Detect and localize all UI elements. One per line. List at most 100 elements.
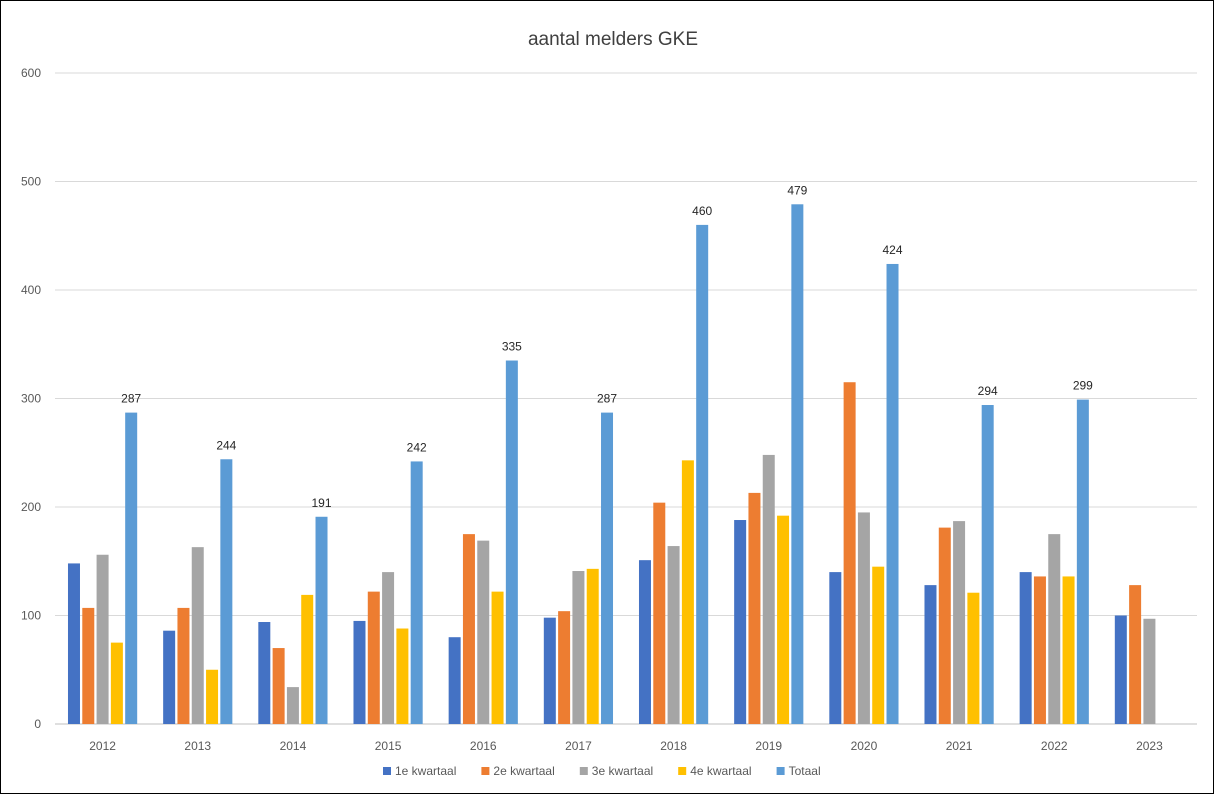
bar xyxy=(1143,618,1156,724)
data-label: 287 xyxy=(597,392,617,406)
bar xyxy=(543,617,556,724)
x-tick-label: 2015 xyxy=(375,739,402,753)
legend: 1e kwartaal 2e kwartaal 3e kwartaal 4e kwar… xyxy=(383,764,821,778)
bar xyxy=(1129,585,1142,724)
bar xyxy=(67,563,80,724)
legend-item: 1e kwartaal xyxy=(383,764,456,778)
data-label: 424 xyxy=(883,243,903,257)
bar xyxy=(1114,615,1127,724)
x-tick-label: 2014 xyxy=(280,739,307,753)
bar xyxy=(1048,534,1061,724)
bar xyxy=(872,566,885,724)
y-tick-label: 200 xyxy=(21,500,41,514)
bar xyxy=(125,412,138,724)
bar xyxy=(638,560,651,724)
bar xyxy=(981,405,994,724)
chart-title: aantal melders GKE xyxy=(528,29,698,50)
bar xyxy=(667,546,680,724)
bar xyxy=(286,687,299,724)
bar xyxy=(1076,399,1089,724)
bar xyxy=(191,547,204,724)
data-label: 294 xyxy=(978,384,998,398)
data-label: 287 xyxy=(121,392,141,406)
data-labels: 287 244 191 242 335 287 460 479 424 294 299 xyxy=(121,183,1093,509)
bar xyxy=(924,585,937,724)
data-label: 191 xyxy=(312,496,332,510)
x-tick-label: 2023 xyxy=(1136,739,1163,753)
bar xyxy=(462,534,475,724)
legend-swatch xyxy=(776,767,785,775)
bar xyxy=(953,521,966,724)
y-tick-label: 500 xyxy=(21,175,41,189)
legend-item: 2e kwartaal xyxy=(481,764,555,778)
bar xyxy=(382,572,395,724)
bar xyxy=(110,642,123,724)
bar xyxy=(396,628,409,724)
bar xyxy=(491,591,504,724)
data-label: 244 xyxy=(216,438,236,452)
data-label: 460 xyxy=(692,204,712,218)
bar xyxy=(696,224,709,724)
bar xyxy=(762,454,775,724)
bar xyxy=(206,669,219,724)
x-tick-label: 2013 xyxy=(184,739,211,753)
bar xyxy=(163,630,176,724)
legend-label: 4e kwartaal xyxy=(690,764,751,778)
x-tick-label: 2018 xyxy=(660,739,687,753)
bars xyxy=(67,204,1156,724)
y-tick-label: 400 xyxy=(21,283,41,297)
bar xyxy=(367,591,380,724)
legend-item: Totaal xyxy=(776,764,821,778)
bar xyxy=(586,568,599,724)
bar xyxy=(886,263,899,724)
bar xyxy=(1019,572,1032,724)
legend-swatch xyxy=(383,767,391,775)
bar xyxy=(572,571,585,724)
legend-swatch xyxy=(579,767,588,775)
y-tick-label: 300 xyxy=(21,392,41,406)
y-tick-label: 600 xyxy=(21,66,41,80)
legend-item: 4e kwartaal xyxy=(678,764,752,778)
bar xyxy=(353,620,366,724)
gridlines xyxy=(55,72,1197,725)
bar xyxy=(967,592,980,724)
y-axis-ticks: 0 100 200 300 400 500 600 xyxy=(21,66,41,731)
data-label: 479 xyxy=(787,183,807,197)
data-label: 242 xyxy=(407,440,427,454)
x-axis-ticks: 2012 2013 2014 2015 2016 2017 2018 2019 2020 2021… xyxy=(89,739,1163,753)
x-tick-label: 2012 xyxy=(89,739,116,753)
legend-swatch xyxy=(481,767,490,775)
x-tick-label: 2016 xyxy=(470,739,497,753)
legend-label: 2e kwartaal xyxy=(493,764,554,778)
legend-swatch xyxy=(678,767,687,775)
legend-label: Totaal xyxy=(789,764,821,778)
bar xyxy=(220,459,233,724)
bar xyxy=(505,360,518,724)
x-tick-label: 2020 xyxy=(851,739,878,753)
x-tick-label: 2019 xyxy=(755,739,782,753)
legend-label: 1e kwartaal xyxy=(395,764,456,778)
bar xyxy=(315,516,328,724)
bar xyxy=(96,554,109,724)
y-tick-label: 100 xyxy=(21,609,41,623)
x-tick-label: 2022 xyxy=(1041,739,1068,753)
bar xyxy=(301,594,314,724)
data-label: 335 xyxy=(502,340,522,354)
bar xyxy=(272,648,285,724)
bar xyxy=(938,527,951,724)
bar xyxy=(1033,576,1046,724)
bar xyxy=(681,460,694,724)
bar xyxy=(777,515,790,724)
bar xyxy=(829,572,842,724)
bar xyxy=(857,512,870,724)
legend-item: 3e kwartaal xyxy=(579,764,653,778)
bar xyxy=(558,611,571,724)
x-tick-label: 2021 xyxy=(946,739,973,753)
bar xyxy=(410,461,423,724)
bar xyxy=(448,637,461,724)
bar xyxy=(477,540,490,724)
bar xyxy=(82,607,95,724)
bar xyxy=(791,204,804,724)
